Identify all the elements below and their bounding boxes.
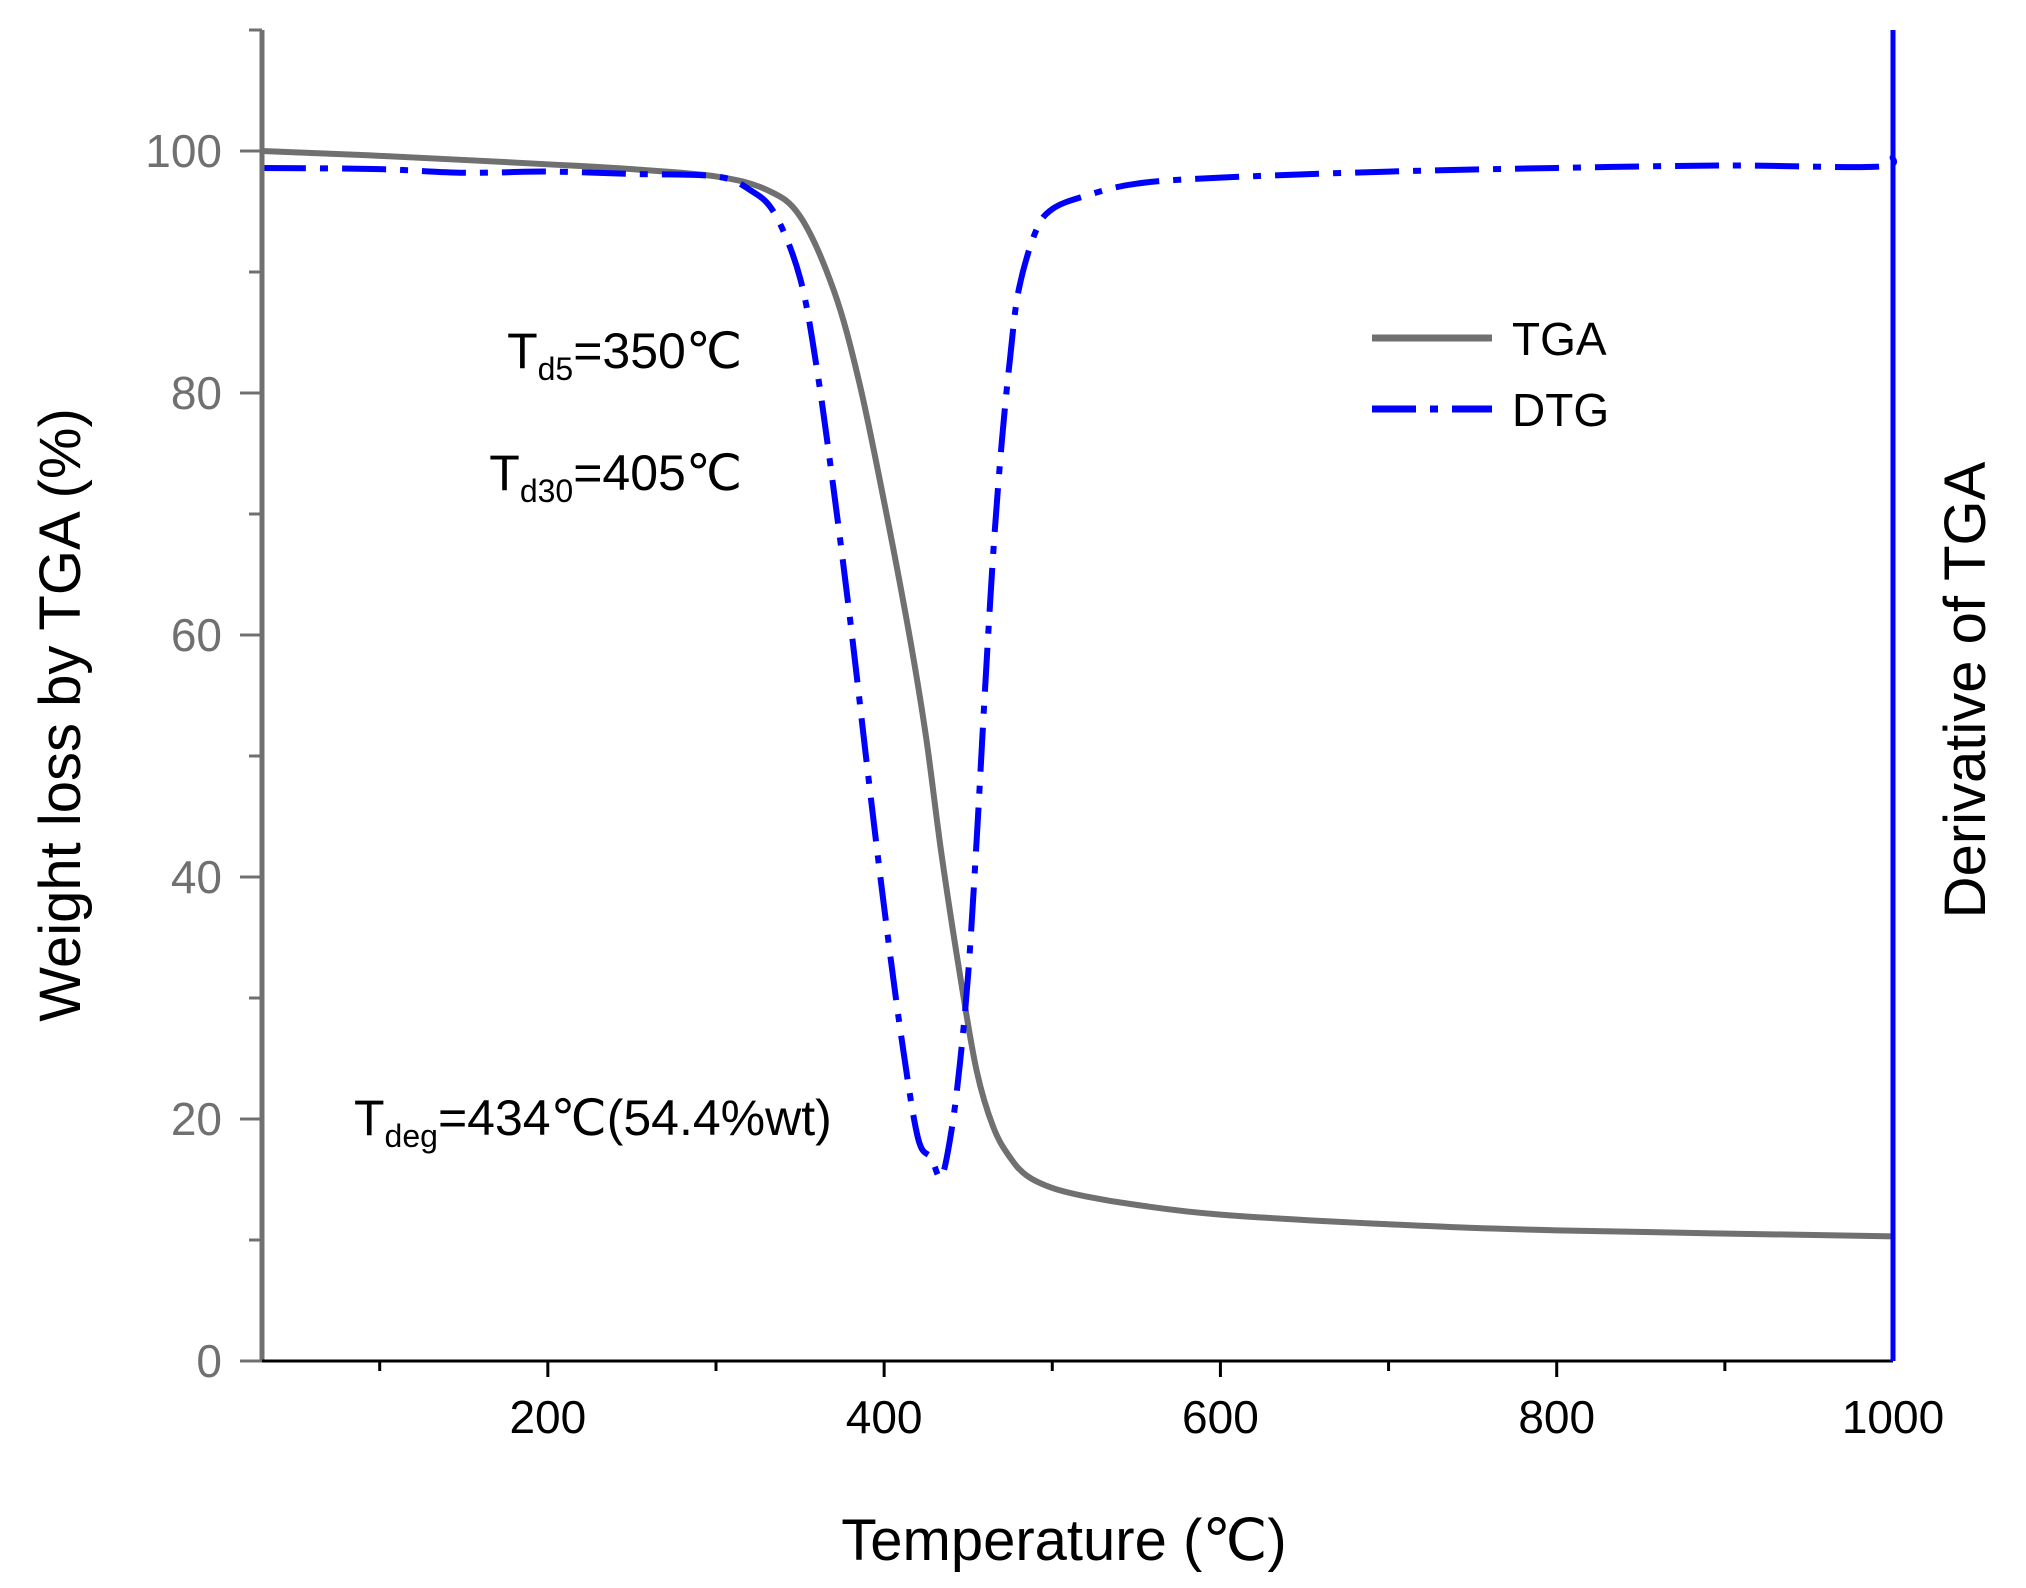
- y-tick-label: 60: [171, 609, 222, 661]
- series-line-tga: [261, 148, 1894, 1240]
- series-line-dtg: [261, 154, 1898, 1181]
- annotation-tdeg: Tdeg=434℃(54.4%wt): [354, 1090, 832, 1154]
- annotation-td30: Td30=405℃: [489, 445, 742, 509]
- x-tick-label: 800: [1518, 1391, 1595, 1443]
- x-tick-label: 1000: [1842, 1391, 1944, 1443]
- y-axis-label: Weight loss by TGA (%): [28, 408, 93, 1022]
- x-tick-label: 200: [509, 1391, 586, 1443]
- legend: TGA DTG: [1372, 313, 1609, 436]
- legend-label-tga: TGA: [1512, 313, 1607, 365]
- x-axis-ticks: 200 400 600 800 1000: [378, 1361, 1944, 1443]
- legend-label-dtg: DTG: [1512, 384, 1609, 436]
- series-layer: [261, 148, 1898, 1240]
- y-tick-label: 80: [171, 367, 222, 419]
- y-tick-label: 0: [196, 1335, 222, 1387]
- y-tick-label: 20: [171, 1093, 222, 1145]
- x-tick-label: 400: [846, 1391, 923, 1443]
- y-tick-label: 100: [145, 125, 222, 177]
- x-tick-label: 600: [1182, 1391, 1259, 1443]
- y-axis-right-label: Derivative of TGA: [1933, 461, 1998, 918]
- x-axis-label: Temperature (℃): [841, 1508, 1286, 1573]
- y-tick-label: 40: [171, 851, 222, 903]
- annotation-td5: Td5=350℃: [507, 323, 742, 387]
- y-axis-ticks: 0 20 40 60 80 100: [145, 28, 262, 1387]
